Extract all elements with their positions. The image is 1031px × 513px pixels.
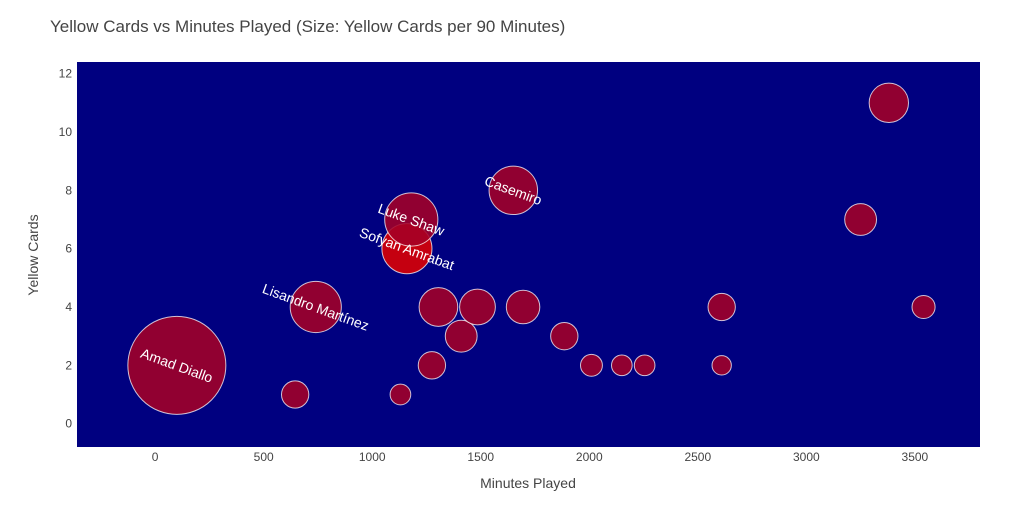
x-axis-ticks: 0 500 1000 1500 2000 2500 3000 3500 [152,450,929,464]
bubble-marker[interactable] [488,165,539,216]
y-tick-label: 12 [59,67,73,81]
bubble-marker[interactable] [444,319,478,353]
bubble-marker[interactable] [505,289,541,325]
bubble-marker[interactable] [389,383,412,406]
bubble-marker[interactable] [459,288,496,326]
x-tick-label: 3500 [902,450,929,464]
x-tick-label: 2000 [576,450,603,464]
bubble-marker[interactable] [844,203,878,236]
plot-area [77,62,980,447]
x-tick-label: 500 [254,450,274,464]
x-tick-label: 2500 [684,450,711,464]
y-tick-label: 2 [65,358,72,372]
bubble-marker[interactable] [579,353,603,377]
chart-title: Yellow Cards vs Minutes Played (Size: Ye… [50,17,565,36]
bubble-marker[interactable] [418,287,459,327]
bubble-marker[interactable] [711,355,732,376]
x-axis-title: Minutes Played [480,475,576,491]
bubble-marker[interactable] [611,354,633,377]
y-tick-label: 8 [65,183,72,197]
y-tick-label: 4 [65,300,72,314]
bubble-marker[interactable] [417,351,447,380]
y-axis-title: Yellow Cards [25,214,41,295]
x-tick-label: 0 [152,450,159,464]
x-tick-label: 1000 [359,450,386,464]
x-tick-label: 3000 [793,450,820,464]
bubbles-layer [127,82,936,415]
bubble-marker[interactable] [868,82,909,124]
bubble-marker[interactable] [384,192,439,247]
y-tick-label: 6 [65,242,72,256]
bubble-marker[interactable] [707,292,736,322]
y-tick-label: 10 [59,125,73,139]
bubble-marker[interactable] [289,280,342,334]
x-tick-label: 1500 [467,450,494,464]
y-tick-label: 0 [65,417,72,431]
bubble-marker[interactable] [127,315,227,415]
bubble-marker[interactable] [280,380,310,409]
bubble-marker[interactable] [550,322,579,351]
bubble-marker[interactable] [911,294,936,320]
y-axis-ticks: 0 2 4 6 8 10 12 [59,67,73,431]
bubble-marker[interactable] [633,354,656,377]
